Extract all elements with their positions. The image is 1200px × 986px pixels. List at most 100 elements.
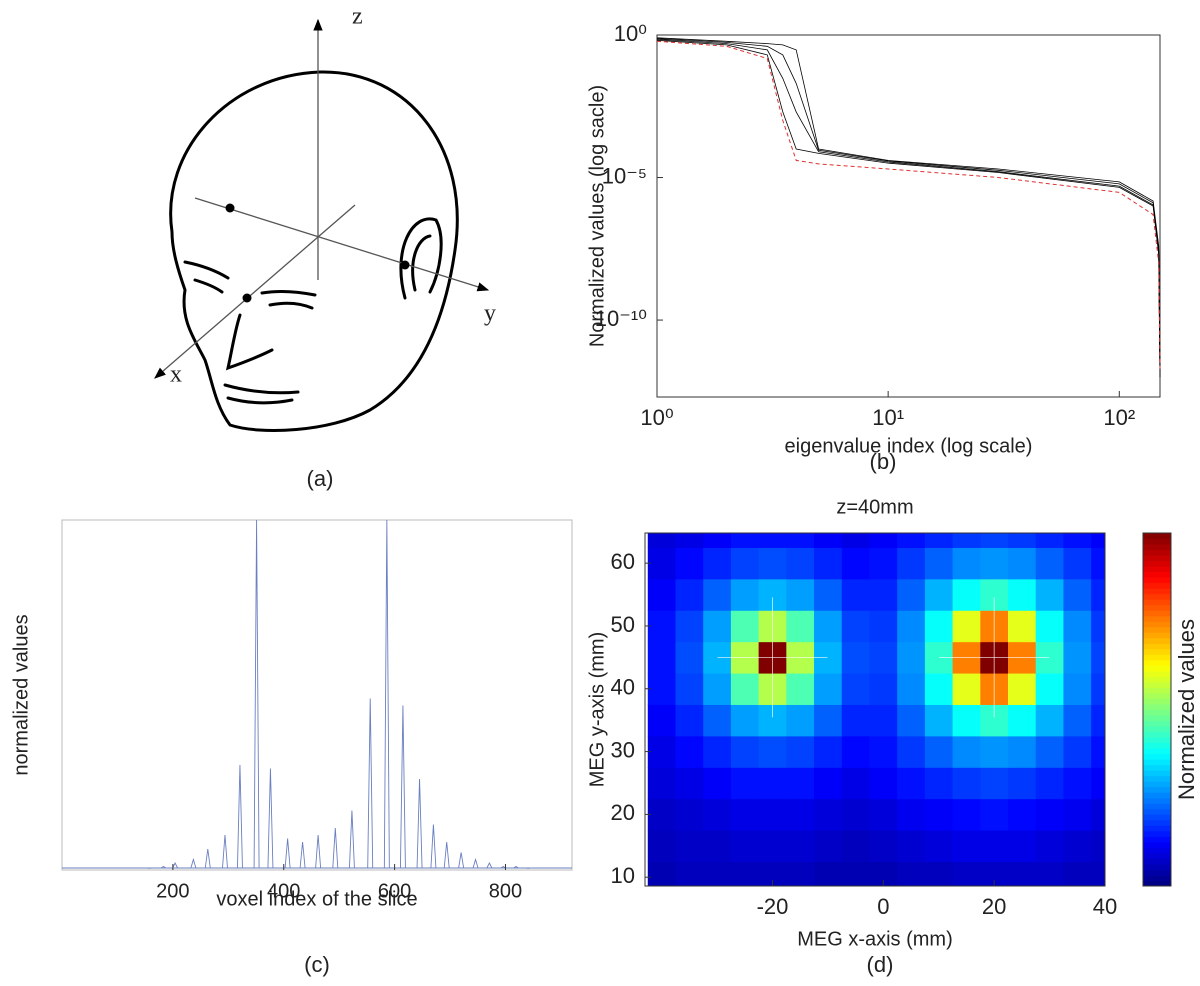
colorbar-step (1143, 659, 1171, 666)
colorbar-step (1143, 588, 1171, 595)
axes-3d (154, 18, 490, 379)
heatmap-cell (869, 798, 898, 831)
colorbar-step (1143, 880, 1171, 887)
heatmap-cell (1091, 578, 1105, 611)
x-axis-label: MEG x-axis (mm) (797, 928, 953, 950)
head-outline (169, 70, 459, 432)
heatmap-cell (1063, 767, 1092, 800)
spike (513, 865, 519, 869)
spike (284, 838, 291, 869)
y-tick-label: 40 (611, 675, 635, 700)
heatmap-cell (924, 735, 954, 768)
colorbar-step (1143, 720, 1171, 727)
colorbar-step (1143, 626, 1171, 633)
spike (383, 519, 390, 869)
spike (299, 841, 306, 869)
colorbar-step (1143, 670, 1171, 677)
heatmap-cell (897, 704, 926, 737)
colorbar-step (1143, 665, 1171, 672)
colorbar-step (1143, 593, 1171, 600)
colorbar-step (1143, 869, 1171, 876)
heatmap-cell (730, 673, 760, 705)
colorbar-step (1143, 770, 1171, 777)
heatmap-cell (1091, 830, 1105, 863)
electrode (242, 293, 252, 303)
heatmap-cell (897, 767, 926, 800)
y-tick-label: 20 (611, 800, 635, 825)
heatmap-cell (1035, 735, 1064, 768)
x-tick-label: 10² (1103, 405, 1135, 430)
heatmap-cell (952, 673, 981, 705)
heatmap-cell (952, 533, 981, 548)
heatmap-cell (897, 610, 926, 643)
heatmap-cell (1008, 610, 1037, 643)
x-tick-label: 10¹ (872, 405, 904, 430)
y-tick-label: 50 (611, 612, 635, 637)
heatmap-cell (1008, 673, 1037, 705)
heatmap-cell (647, 861, 676, 886)
spike (204, 848, 211, 869)
mouth (223, 383, 300, 395)
heatmap-cell (814, 767, 843, 800)
colorbar-step (1143, 538, 1171, 545)
colorbar-step (1143, 847, 1171, 854)
heatmap-cell (841, 704, 870, 737)
heatmap-cell (1091, 704, 1105, 737)
colorbar-step (1143, 797, 1171, 804)
heatmap-cell (1035, 861, 1064, 886)
heatmap-cell (758, 735, 787, 768)
heatmap-cell (1008, 547, 1037, 580)
y-tick-label: 10⁻¹⁰ (595, 306, 647, 331)
heatmap-cell (897, 735, 926, 768)
heatmap-cell (1035, 704, 1064, 737)
heatmap-cell (730, 861, 760, 886)
series-line (656, 40, 1161, 369)
heatmap-cell (647, 735, 676, 768)
heatmap-cell (1008, 735, 1037, 768)
heatmap-cell (952, 798, 981, 831)
heatmap-cell (1091, 861, 1105, 886)
heatmap-cell (647, 673, 676, 705)
heatmap-cell (703, 767, 732, 800)
electrode (225, 203, 235, 213)
colorbar-step (1143, 841, 1171, 848)
heatmap-cell (1091, 735, 1105, 768)
heatmap-cell (869, 830, 898, 863)
heatmap-cell (1035, 673, 1064, 705)
colorbar-step (1143, 742, 1171, 749)
heatmap-cell (675, 735, 704, 768)
mouth (226, 396, 294, 405)
heatmap-cell (897, 798, 926, 831)
heatmap-cell (980, 861, 1009, 886)
y-label: y (484, 301, 496, 327)
colorbar-step (1143, 599, 1171, 606)
spike (430, 824, 437, 869)
heatmap-cell (814, 610, 843, 643)
heatmap-cell (675, 673, 704, 705)
heatmap-cell (786, 704, 815, 737)
colorbar-step (1143, 549, 1171, 556)
eye (260, 290, 317, 297)
spike (332, 827, 339, 869)
heatmap-cell (703, 533, 732, 548)
heatmap-cell (841, 547, 870, 580)
nose (225, 313, 274, 371)
heatmap-cell (675, 533, 704, 548)
colorbar-step (1143, 836, 1171, 843)
colorbar-step (1143, 560, 1171, 567)
heatmap-cell (897, 547, 926, 580)
colorbar-step (1143, 604, 1171, 611)
heatmap-cell (786, 798, 815, 831)
x-tick-label: 400 (267, 880, 300, 902)
heatmap-cell (814, 533, 843, 548)
spike (486, 861, 493, 869)
heatmap-cell (980, 798, 1009, 831)
spike (267, 768, 274, 869)
heatmap-cell (897, 673, 926, 705)
heatmap-cell (924, 673, 954, 705)
heatmap-cell (703, 704, 732, 737)
heatmap-cell (814, 673, 843, 705)
heatmap-cell (1063, 673, 1092, 705)
colorbar-step (1143, 759, 1171, 766)
heatmap-cell (730, 547, 760, 580)
